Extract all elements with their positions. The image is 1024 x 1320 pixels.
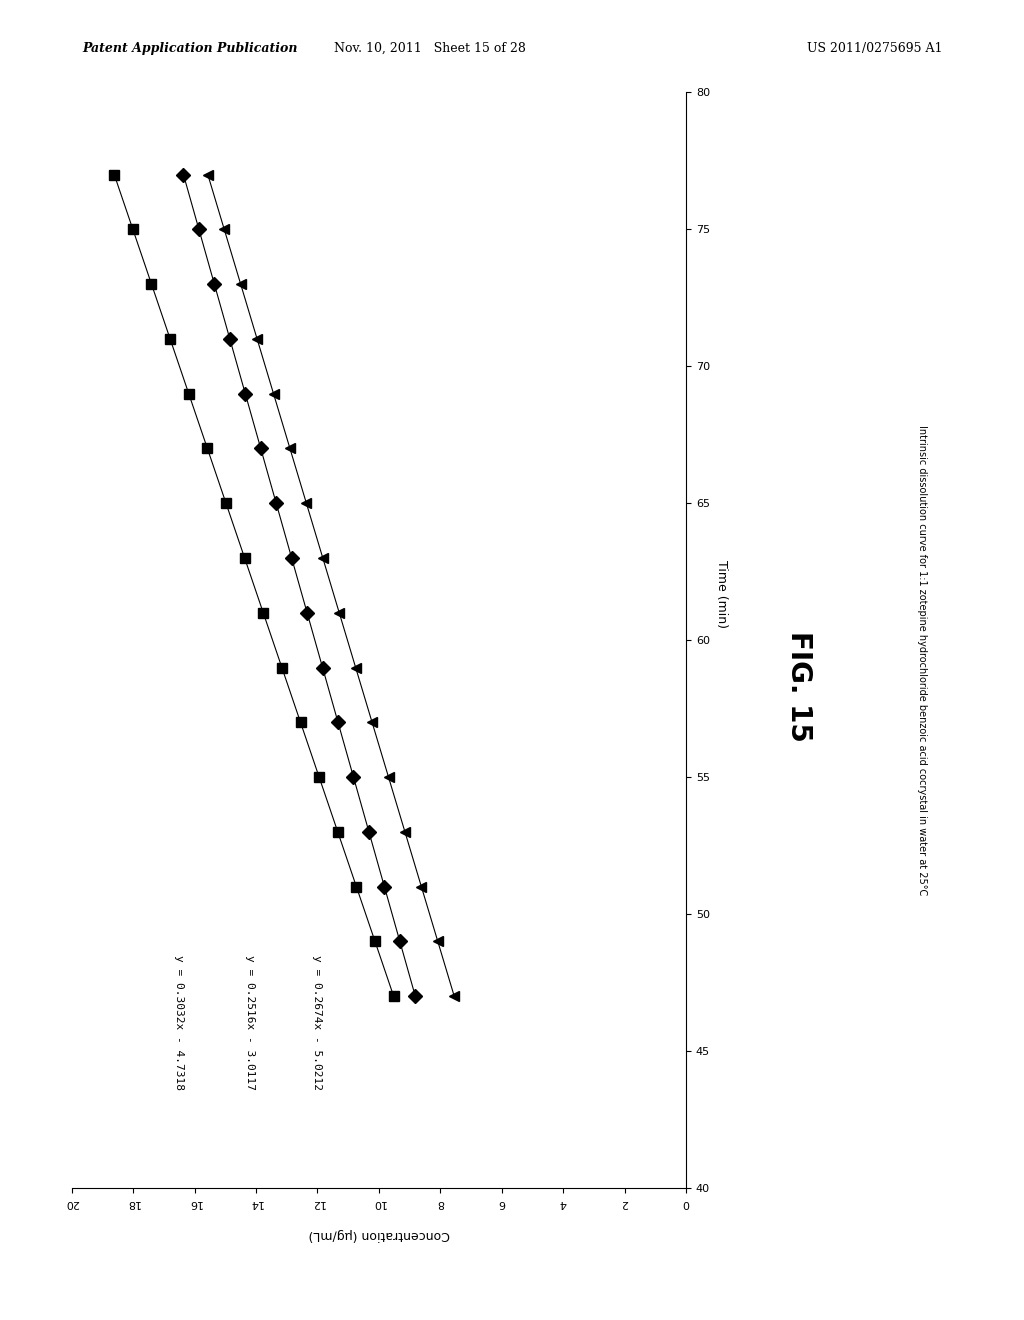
Text: Time (min): Time (min): [716, 560, 728, 628]
Text: y = 0.2516x - 3.0117: y = 0.2516x - 3.0117: [245, 956, 255, 1090]
Text: y = 0.2674x - 5.0212: y = 0.2674x - 5.0212: [312, 956, 323, 1090]
Text: FIG. 15: FIG. 15: [784, 631, 813, 742]
Text: Concentration (μg/mL): Concentration (μg/mL): [308, 1228, 450, 1241]
Text: Patent Application Publication: Patent Application Publication: [82, 42, 297, 55]
Text: US 2011/0275695 A1: US 2011/0275695 A1: [807, 42, 942, 55]
Text: Intrinsic dissolution curve for 1:1 zotepine hydrochloride benzoic acid cocrysta: Intrinsic dissolution curve for 1:1 zote…: [916, 425, 927, 895]
Text: y = 0.3032x - 4.7318: y = 0.3032x - 4.7318: [174, 956, 184, 1090]
Text: Nov. 10, 2011   Sheet 15 of 28: Nov. 10, 2011 Sheet 15 of 28: [334, 42, 526, 55]
